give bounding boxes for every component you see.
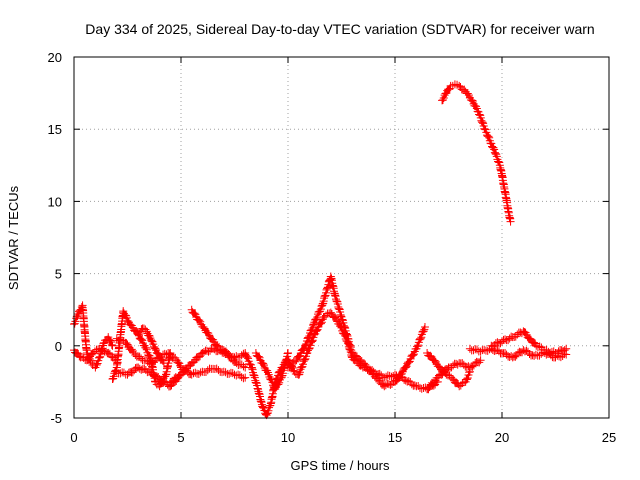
series-19 [438,80,515,226]
x-tick-label: 15 [388,430,402,445]
y-tick-label: 5 [55,267,62,282]
y-tick-label: 15 [48,122,62,137]
series-5 [134,324,168,368]
series-4 [112,363,185,391]
x-axis-ticks: 0 5 10 15 20 25 [70,57,616,445]
chart-title: Day 334 of 2025, Sidereal Day-to-day VTE… [85,21,594,37]
data-points [70,80,571,420]
x-tick-label: 5 [177,430,184,445]
x-tick-label: 0 [70,430,77,445]
y-tick-label: -5 [50,411,62,426]
series-18 [487,327,571,358]
series-12 [294,308,357,379]
series-8 [177,363,250,383]
series-10 [251,349,292,394]
x-tick-label: 25 [602,430,616,445]
x-tick-label: 20 [495,430,509,445]
y-tick-label: 0 [55,339,62,354]
plot-frame [73,56,610,419]
y-axis-ticks: -5 0 5 10 15 20 [48,50,609,426]
series-7 [187,305,250,372]
x-tick-label: 10 [281,430,295,445]
series-11 [284,272,357,372]
y-tick-label: 20 [48,50,62,65]
x-axis-label: GPS time / hours [291,458,390,473]
series-16 [423,356,485,394]
y-axis-label: SDTVAR / TECUs [6,185,21,290]
y-tick-label: 10 [48,194,62,209]
